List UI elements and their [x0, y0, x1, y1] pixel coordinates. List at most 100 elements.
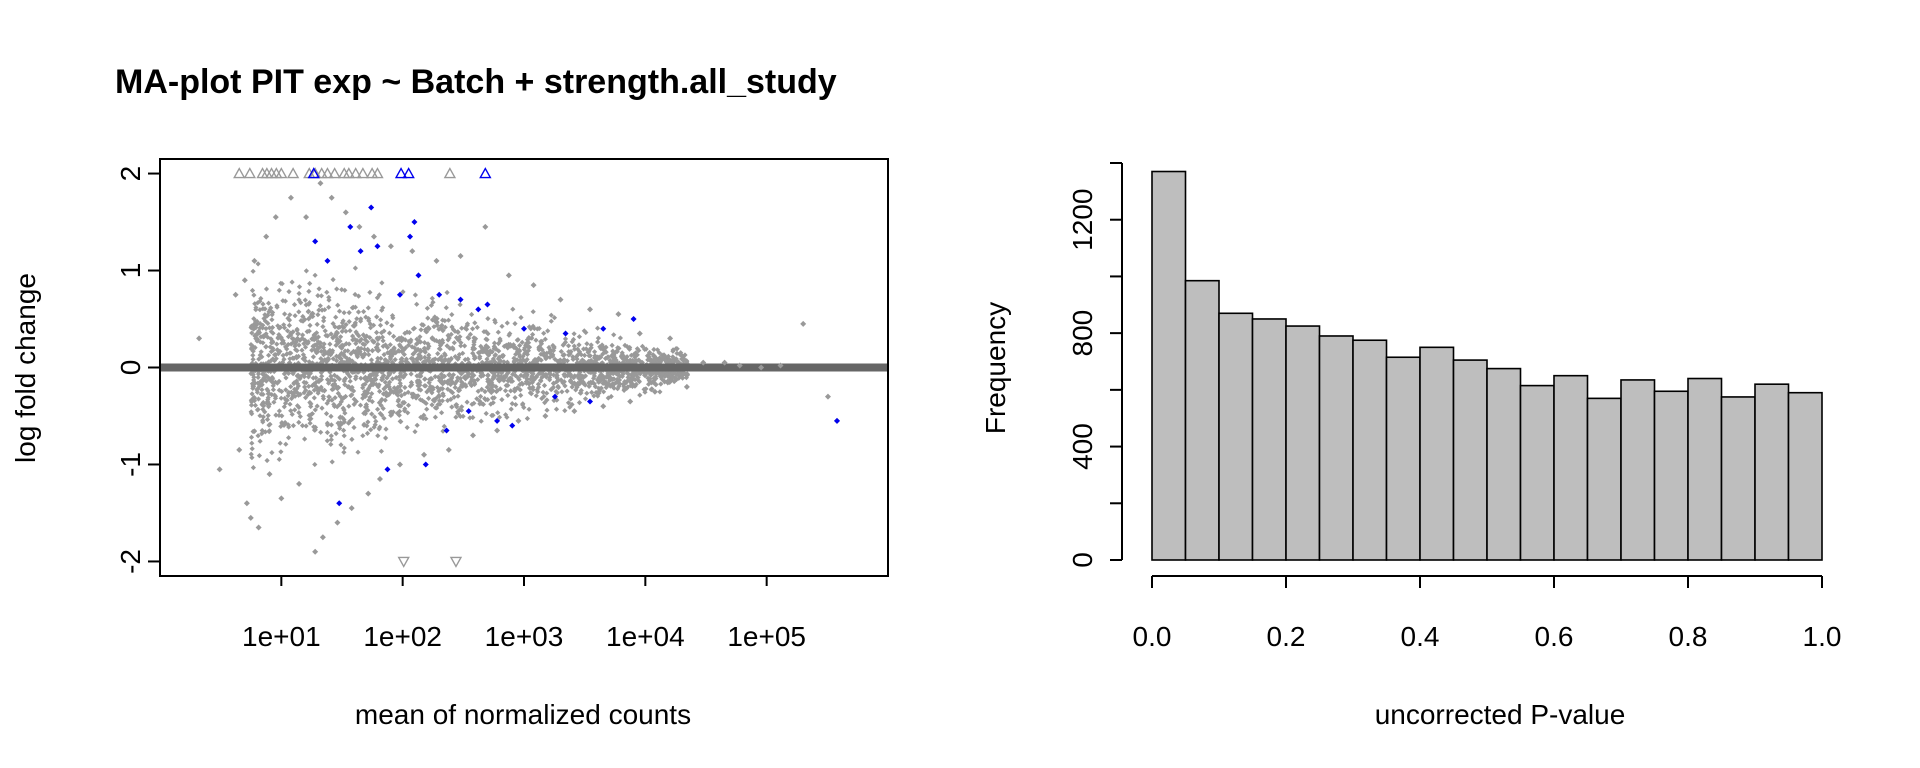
background-point: [539, 369, 545, 375]
background-point: [314, 403, 320, 409]
background-point: [330, 321, 336, 327]
background-point: [478, 418, 484, 424]
background-point: [424, 406, 430, 412]
background-point: [374, 314, 380, 320]
ma-data-point: [509, 422, 516, 429]
background-point: [347, 378, 353, 384]
background-point: [662, 357, 668, 363]
background-point: [572, 346, 578, 352]
ma-data-point: [236, 446, 243, 453]
background-point: [375, 348, 381, 354]
background-point: [617, 335, 623, 341]
background-point: [364, 378, 370, 384]
background-point: [383, 383, 389, 389]
background-point: [292, 389, 298, 395]
background-point: [630, 375, 636, 381]
background-point: [353, 376, 359, 382]
histogram-x-tick-label: 0.4: [1401, 621, 1440, 652]
ma-x-tick-label: 1e+05: [727, 621, 806, 652]
background-point: [251, 377, 257, 383]
histogram-bars: [1151, 170, 1823, 561]
background-point: [341, 427, 347, 433]
background-point: [318, 343, 324, 349]
background-point: [368, 357, 375, 363]
background-point: [388, 349, 394, 355]
ma-data-point: [342, 209, 349, 216]
background-point: [659, 371, 665, 377]
background-point: [329, 459, 335, 465]
background-point: [482, 346, 488, 352]
ma-data-point: [397, 556, 410, 568]
ma-data-point: [457, 296, 464, 303]
background-point: [325, 333, 331, 339]
background-point: [555, 377, 561, 383]
background-point: [284, 328, 291, 334]
background-point: [391, 346, 397, 352]
histogram-panel: 0.0 0.2 0.4 0.6 0.8 1.0 0 400 800 1200 uncorrect…: [980, 162, 1841, 730]
background-point: [379, 334, 386, 340]
background-point: [364, 430, 371, 436]
histogram-x-axis: 0.0 0.2 0.4 0.6 0.8 1.0: [1133, 575, 1841, 652]
background-point: [391, 333, 397, 339]
background-point: [408, 379, 414, 386]
background-point: [473, 336, 479, 342]
background-point: [534, 387, 540, 393]
background-point: [414, 378, 420, 384]
background-point: [548, 351, 554, 357]
background-point: [316, 286, 322, 292]
background-point: [299, 347, 305, 353]
background-point: [490, 375, 496, 382]
background-point: [588, 357, 594, 364]
background-point: [440, 340, 446, 346]
background-point: [409, 344, 415, 350]
background-point: [571, 331, 577, 337]
background-point: [527, 376, 534, 382]
background-point: [371, 369, 377, 375]
background-point: [355, 449, 361, 455]
background-point: [362, 334, 368, 340]
ma-data-point: [307, 167, 320, 179]
background-point: [512, 321, 518, 327]
background-point: [553, 406, 560, 412]
background-point: [296, 392, 302, 398]
background-point: [272, 352, 278, 358]
background-point: [286, 289, 292, 295]
background-point: [482, 389, 488, 395]
background-point: [572, 373, 578, 379]
background-point: [303, 268, 309, 274]
background-point: [389, 322, 395, 329]
background-point: [252, 301, 258, 307]
background-point: [296, 410, 302, 416]
background-point: [282, 298, 288, 304]
background-point: [250, 268, 256, 274]
background-point: [544, 354, 550, 360]
ma-data-point: [407, 233, 414, 240]
background-point: [611, 350, 617, 356]
background-point: [405, 389, 411, 395]
background-point: [503, 372, 509, 378]
background-point: [336, 354, 343, 360]
background-point: [516, 348, 523, 354]
background-point: [349, 305, 355, 311]
background-point: [276, 378, 282, 384]
background-point: [404, 329, 410, 335]
background-point: [515, 375, 521, 381]
background-point: [313, 379, 319, 385]
background-point: [374, 335, 380, 341]
background-point: [591, 381, 597, 387]
ma-data-point: [551, 393, 558, 400]
background-point: [599, 360, 605, 366]
ma-data-point: [521, 325, 527, 332]
background-point: [330, 277, 336, 283]
background-point: [513, 402, 519, 408]
background-point: [263, 286, 270, 292]
background-point: [589, 389, 595, 395]
background-point: [432, 414, 438, 420]
background-point: [328, 413, 334, 419]
background-point: [273, 412, 279, 418]
background-point: [383, 435, 389, 441]
ma-data-point: [370, 233, 377, 240]
background-point: [491, 345, 497, 352]
background-point: [310, 354, 316, 360]
background-point: [391, 369, 397, 375]
